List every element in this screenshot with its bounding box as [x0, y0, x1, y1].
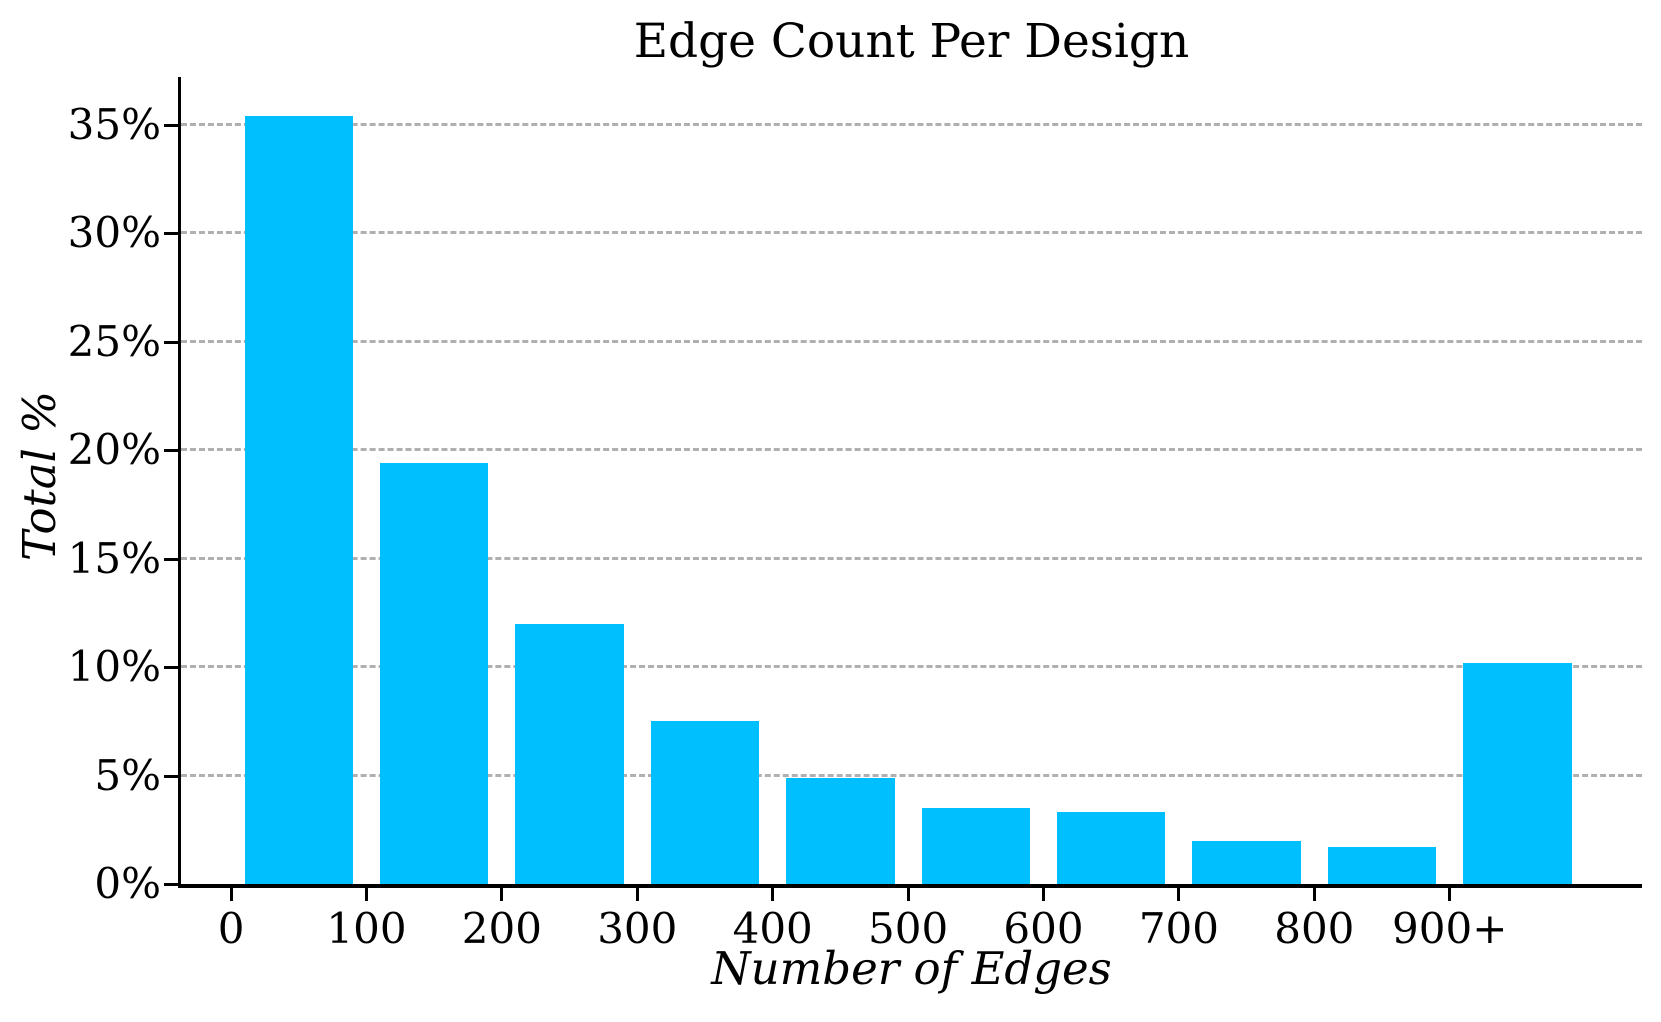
y-tick-20: [164, 449, 178, 453]
y-gridline-5: [181, 773, 1642, 777]
x-tick-label-500: 500: [868, 904, 949, 953]
x-tick-label-400: 400: [732, 904, 813, 953]
x-tick-500: [906, 888, 910, 901]
bar-400-500: [786, 777, 895, 884]
y-tick-label-5: 5%: [94, 750, 161, 800]
x-tick-100: [365, 888, 368, 901]
x-tick-800: [1312, 888, 1316, 901]
chart-title: Edge Count Per Design: [633, 14, 1190, 69]
x-tick-900: [1448, 888, 1452, 901]
y-gridline-15: [181, 556, 1642, 560]
bar-300-400: [650, 721, 760, 884]
x-tick-200: [500, 888, 504, 901]
x-tick-label-0: 0: [217, 904, 245, 953]
x-tick-label-300: 300: [597, 904, 678, 953]
y-tick-35: [164, 123, 178, 127]
bar-900+: [1463, 662, 1572, 884]
x-tick-label-900: 900+: [1392, 904, 1508, 953]
bar-100-200: [380, 463, 489, 884]
bar-600-700: [1057, 812, 1166, 884]
y-axis-spine: [178, 77, 181, 888]
bar-200-300: [515, 623, 624, 884]
x-tick-label-200: 200: [461, 904, 542, 953]
y-tick-25: [164, 340, 178, 344]
y-tick-5: [164, 774, 178, 778]
x-tick-700: [1177, 888, 1181, 901]
x-tick-400: [771, 888, 775, 901]
y-tick-label-20: 20%: [67, 425, 161, 475]
x-tick-600: [1042, 888, 1046, 901]
y-gridline-35: [181, 122, 1642, 126]
x-tick-label-800: 800: [1274, 904, 1355, 953]
x-tick-0: [229, 888, 233, 901]
y-tick-label-15: 15%: [67, 533, 161, 583]
x-tick-300: [635, 888, 639, 901]
bar-700-800: [1192, 840, 1301, 884]
x-tick-label-600: 600: [1003, 904, 1084, 953]
y-gridline-10: [181, 665, 1642, 669]
y-tick-label-25: 25%: [67, 316, 161, 366]
x-tick-label-100: 100: [326, 904, 407, 953]
y-tick-30: [164, 232, 178, 236]
y-gridline-20: [181, 448, 1642, 452]
bar-800-900: [1327, 847, 1437, 884]
y-tick-label-0: 0%: [94, 859, 161, 908]
y-tick-label-35: 35%: [67, 99, 161, 149]
y-gridline-30: [181, 231, 1642, 235]
y-tick-0: [164, 883, 178, 886]
x-axis-spine: [178, 884, 1642, 888]
y-tick-10: [164, 666, 178, 670]
y-tick-label-30: 30%: [67, 208, 161, 258]
x-tick-label-700: 700: [1138, 904, 1219, 953]
y-gridline-25: [181, 339, 1642, 343]
y-tick-label-10: 10%: [67, 642, 161, 692]
x-axis-title: Number of Edges: [711, 942, 1112, 995]
bar-0-100: [244, 116, 353, 884]
y-tick-15: [164, 557, 178, 561]
bar-500-600: [921, 808, 1030, 884]
